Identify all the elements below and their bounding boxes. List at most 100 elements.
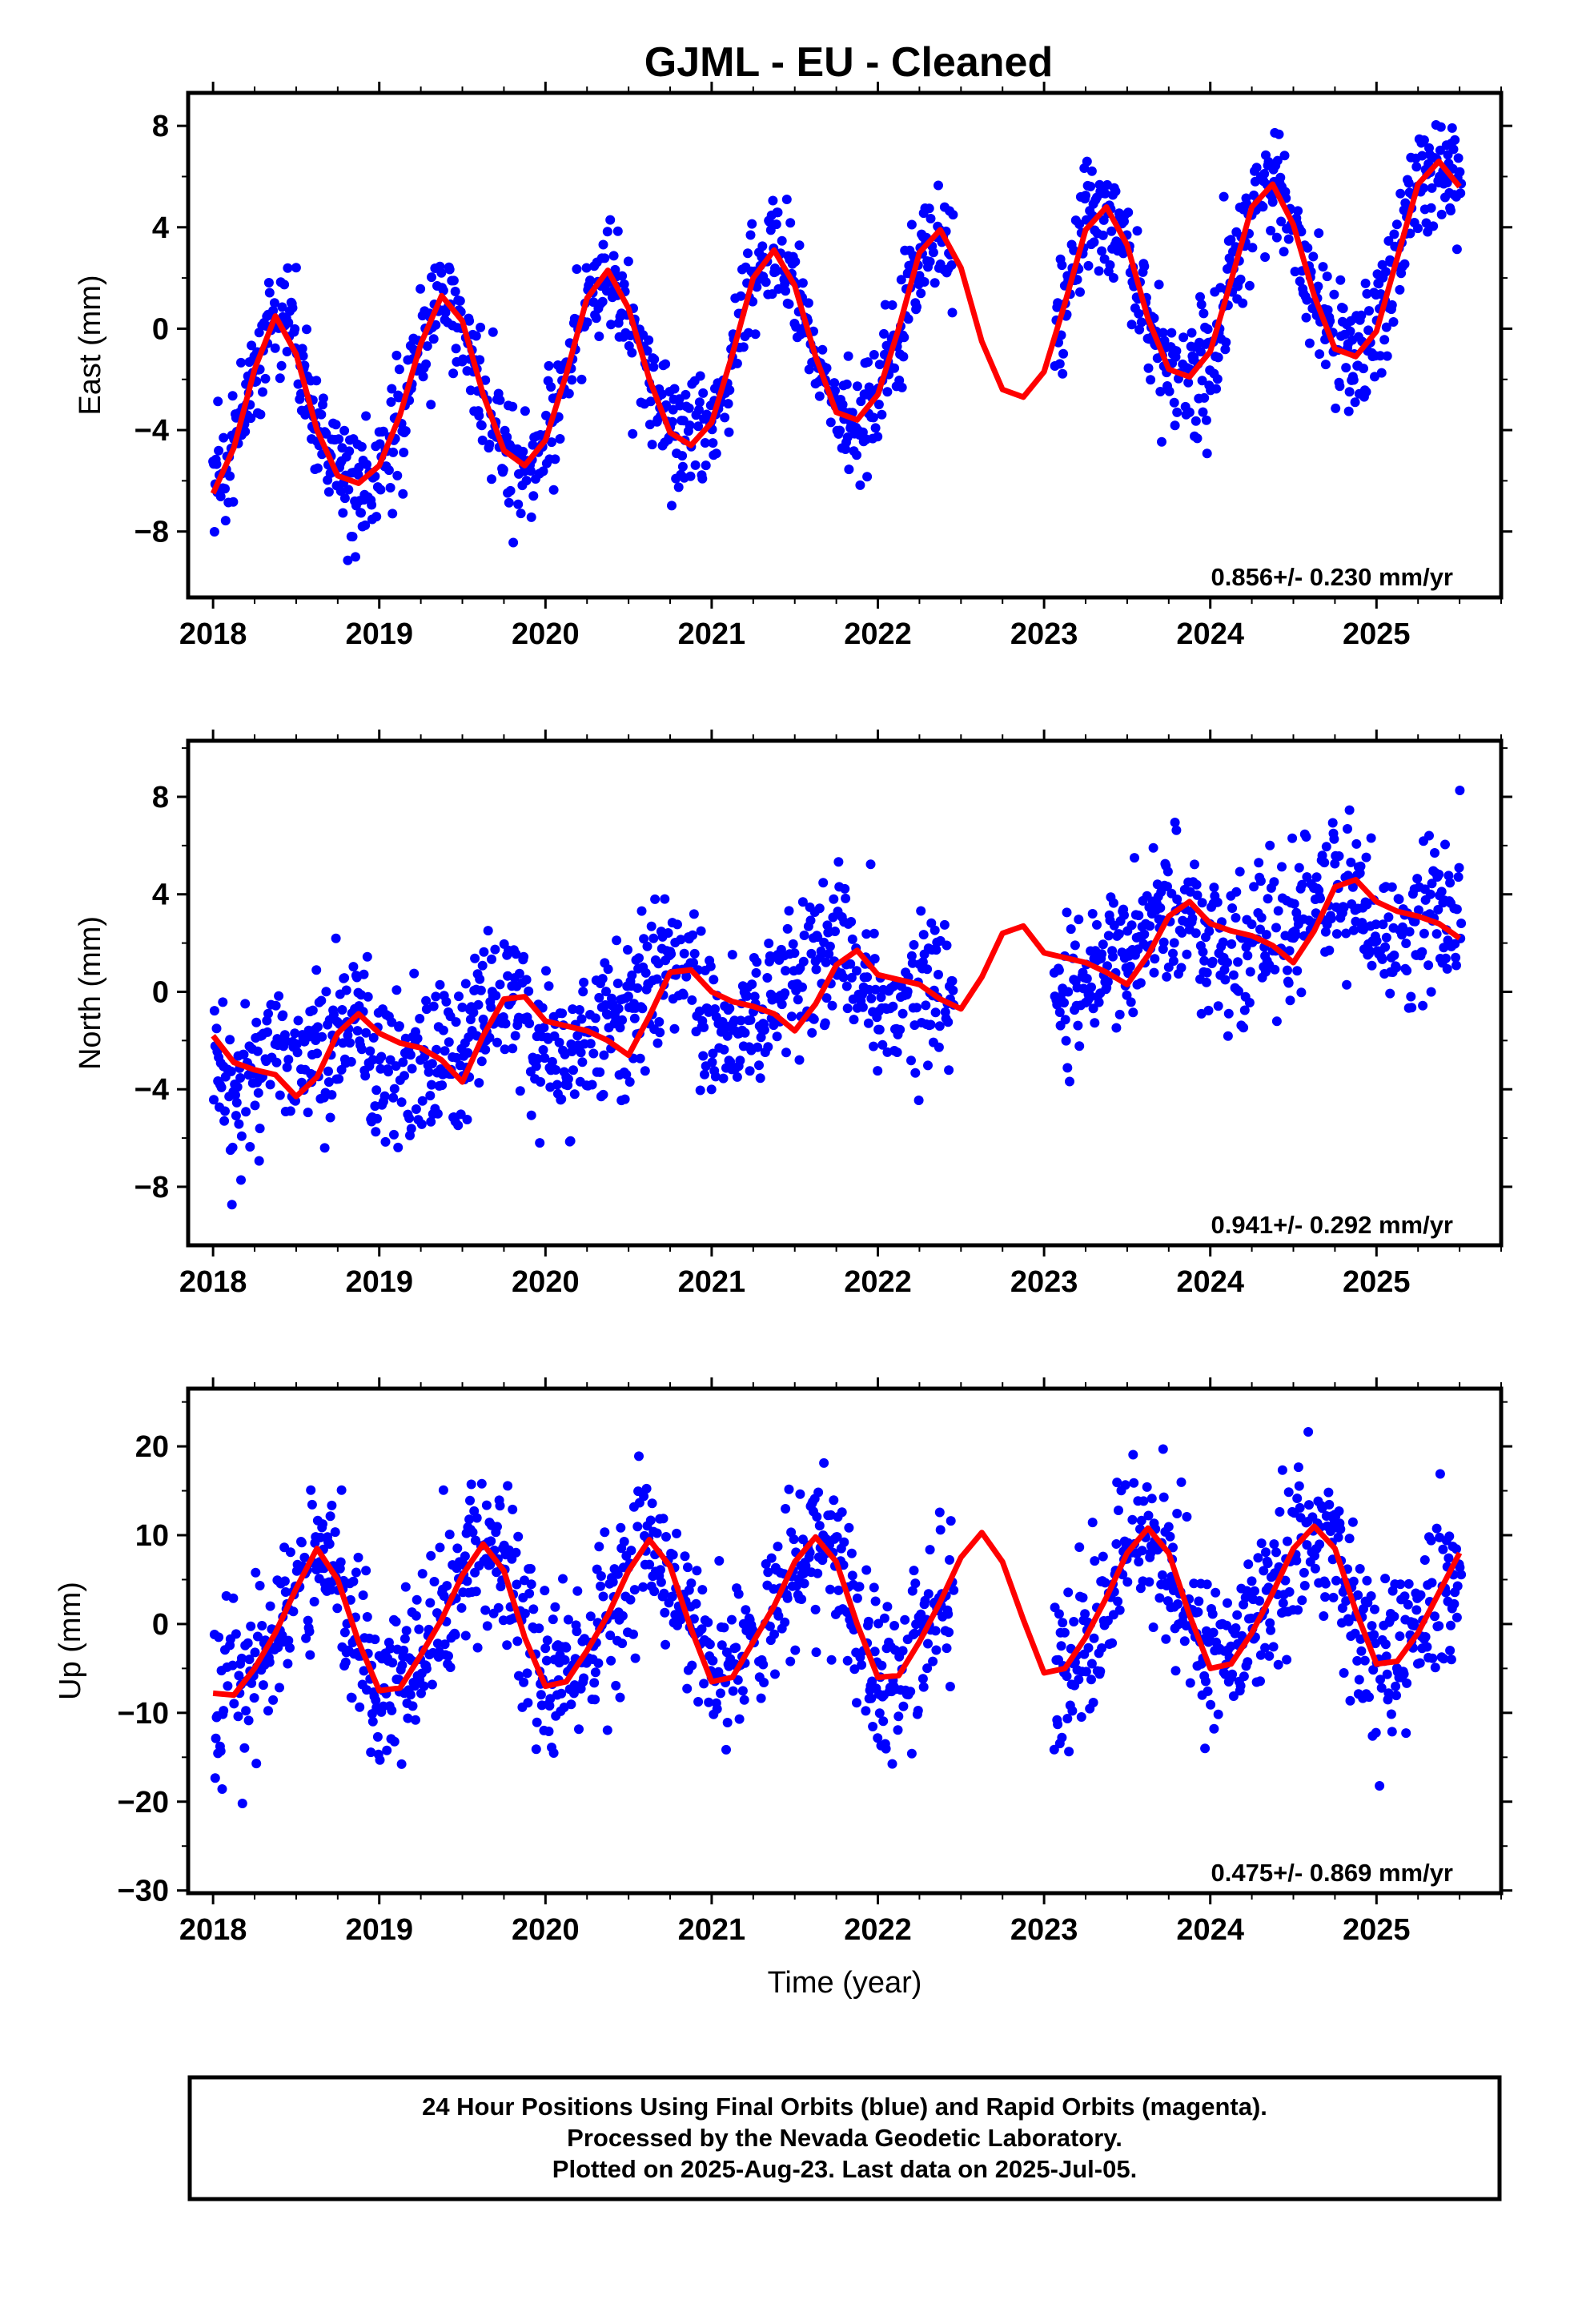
north-data-point	[271, 1000, 281, 1011]
east-data-point	[426, 400, 436, 410]
east-data-point	[606, 320, 616, 330]
up-data-point	[563, 1614, 573, 1625]
east-data-point	[899, 332, 909, 343]
east-data-point	[711, 448, 721, 459]
north-data-point	[388, 1092, 399, 1103]
north-data-point	[1125, 961, 1135, 971]
up-data-point	[1114, 1506, 1123, 1515]
x-tick-label: 2025	[1343, 1913, 1411, 1947]
north-data-point	[874, 1024, 885, 1035]
north-data-point	[1331, 929, 1342, 939]
x-tick-label: 2018	[179, 617, 247, 651]
north-data-point	[1223, 957, 1232, 967]
east-data-point	[1335, 381, 1345, 392]
up-data-point	[556, 1688, 567, 1699]
east-data-point	[870, 423, 881, 433]
north-data-point	[1197, 898, 1207, 908]
north-data-point	[389, 1129, 399, 1140]
north-data-point	[922, 964, 933, 975]
north-data-point	[624, 1077, 635, 1087]
north-data-point	[476, 985, 486, 995]
north-data-point	[613, 1003, 624, 1014]
up-data-point	[652, 1528, 662, 1538]
north-data-point	[909, 939, 919, 950]
east-data-point	[1302, 295, 1312, 305]
east-data-point	[488, 327, 498, 337]
north-data-point	[220, 1106, 230, 1116]
up-data-point	[1387, 1727, 1397, 1737]
x-tick-label: 2024	[1176, 1913, 1244, 1947]
east-data-point	[375, 485, 386, 495]
east-data-point	[785, 218, 796, 228]
up-data-point	[893, 1711, 904, 1722]
x-tick-label: 2020	[512, 1913, 580, 1947]
east-data-point	[1258, 202, 1268, 212]
east-data-point	[830, 385, 840, 396]
up-data-point	[1339, 1668, 1349, 1678]
up-data-point	[1391, 1691, 1401, 1701]
up-data-point	[660, 1607, 670, 1618]
east-data-point	[450, 287, 460, 296]
north-data-point	[432, 1108, 443, 1119]
north-data-point	[655, 1027, 665, 1038]
east-data-point	[869, 350, 879, 360]
up-data-point	[1366, 1591, 1376, 1601]
east-data-point	[863, 357, 873, 368]
up-data-point	[1446, 1620, 1456, 1630]
east-data-point	[642, 346, 652, 356]
north-data-point	[227, 1142, 238, 1152]
north-data-point	[635, 1053, 645, 1063]
east-y-axis-label: East (mm)	[74, 275, 107, 415]
north-data-point	[1245, 967, 1255, 977]
north-data-point	[1407, 1003, 1417, 1013]
up-data-point	[347, 1693, 357, 1703]
east-data-point	[1199, 392, 1210, 403]
up-data-point	[264, 1657, 275, 1667]
east-data-point	[508, 401, 518, 412]
north-data-point	[538, 1045, 548, 1055]
up-data-point	[630, 1653, 640, 1663]
up-data-point	[661, 1532, 671, 1542]
x-tick-label: 2023	[1010, 617, 1078, 651]
east-data-point	[656, 389, 667, 400]
north-data-point	[500, 1019, 511, 1029]
east-data-point	[1058, 348, 1069, 359]
north-data-point	[460, 979, 471, 989]
north-data-point	[1417, 947, 1427, 957]
north-data-point	[1094, 997, 1104, 1007]
north-data-point	[552, 1080, 562, 1090]
east-data-point	[236, 357, 246, 368]
east-data-point	[436, 267, 447, 278]
north-data-point	[1315, 894, 1325, 903]
footer-line-2: Processed by the Nevada Geodetic Laborat…	[567, 2124, 1122, 2152]
east-data-point	[602, 227, 612, 237]
north-data-point	[807, 1027, 817, 1038]
north-data-point	[732, 1072, 742, 1082]
north-data-point	[849, 1015, 859, 1025]
up-data-point	[528, 1604, 539, 1614]
up-data-point	[241, 1706, 251, 1716]
east-data-point	[1075, 287, 1085, 297]
up-data-point	[1367, 1621, 1377, 1631]
north-data-point	[1401, 939, 1411, 948]
east-data-point	[1212, 374, 1223, 384]
east-data-point	[934, 180, 943, 191]
up-data-point	[1380, 1639, 1391, 1650]
up-data-point	[683, 1562, 693, 1573]
east-data-point	[219, 432, 229, 443]
up-data-point	[1266, 1625, 1276, 1635]
east-data-point	[1123, 207, 1134, 218]
up-data-point	[1165, 1531, 1175, 1542]
up-data-point	[721, 1744, 731, 1755]
north-data-point	[679, 948, 689, 959]
up-data-point	[1364, 1692, 1374, 1703]
east-data-point	[1395, 188, 1406, 199]
east-data-point	[701, 409, 712, 420]
east-data-points	[208, 120, 1467, 565]
up-data-point	[495, 1501, 505, 1511]
east-data-point	[213, 396, 223, 407]
north-data-point	[762, 973, 773, 983]
east-data-point	[1279, 151, 1290, 161]
east-data-point	[1266, 226, 1276, 235]
north-data-point	[634, 953, 644, 963]
